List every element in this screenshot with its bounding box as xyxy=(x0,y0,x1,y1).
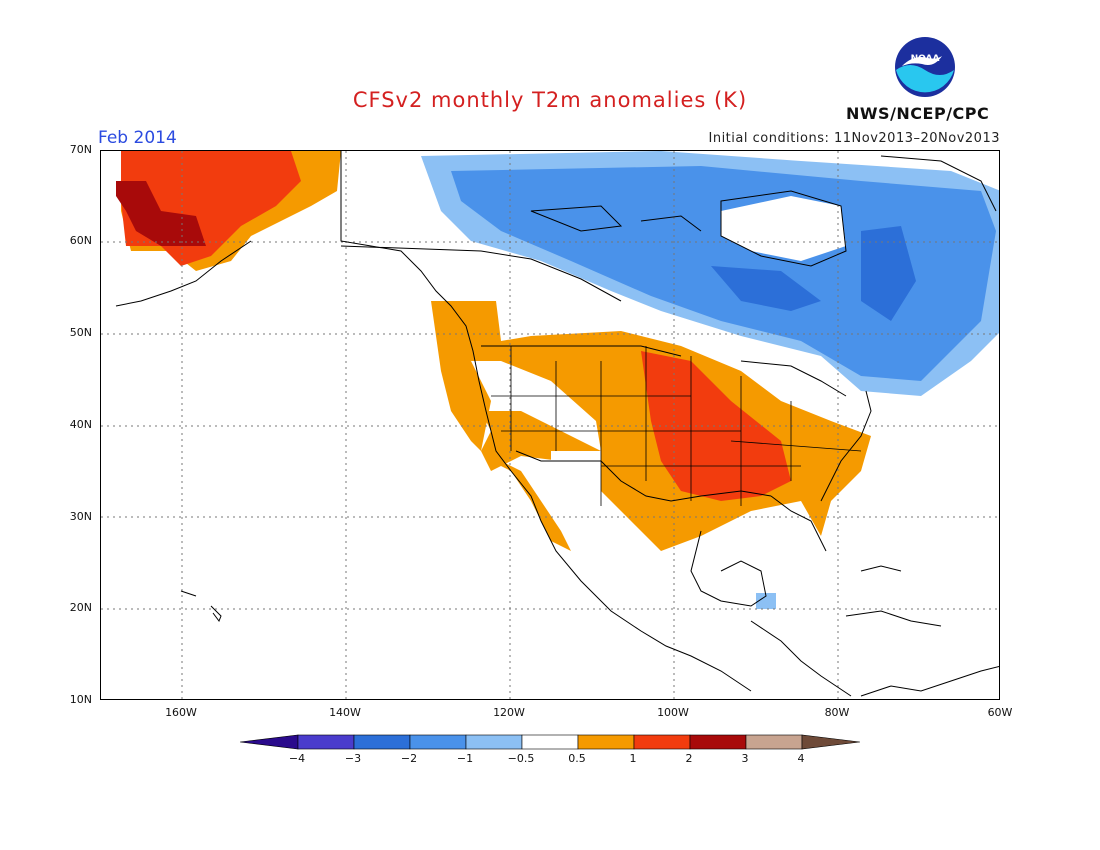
yucatan-cold-patch xyxy=(756,593,776,609)
hudson-bay-neutral xyxy=(721,196,846,261)
lon-label-160w: 160W xyxy=(165,706,197,719)
colorbar-label: 3 xyxy=(741,752,749,765)
colorbar-svg xyxy=(239,734,861,750)
lon-label-100w: 100W xyxy=(657,706,689,719)
lat-label-60n: 60N xyxy=(69,234,92,247)
colorbar-label: −3 xyxy=(344,752,362,765)
colorbar-label: 4 xyxy=(797,752,805,765)
colorbar-label: −4 xyxy=(288,752,306,765)
colorbar-right-arrow xyxy=(801,734,861,750)
initial-conditions-label: Initial conditions: 11Nov2013–20Nov2013 xyxy=(708,131,1000,146)
canada-strong-cold-region xyxy=(711,226,916,321)
graticule xyxy=(101,151,999,699)
colorbar-label: −2 xyxy=(400,752,418,765)
agency-label: NWS/NCEP/CPC xyxy=(846,104,990,123)
colorbar-label: −0.5 xyxy=(507,752,535,765)
lat-label-50n: 50N xyxy=(69,326,92,339)
colorbar-segment xyxy=(465,734,523,750)
colorbar-label: 0.5 xyxy=(568,752,586,765)
alaska-very-warm-region xyxy=(116,181,206,246)
colorbar-segment xyxy=(297,734,355,750)
lon-label-120w: 120W xyxy=(493,706,525,719)
anomaly-map xyxy=(100,150,1000,700)
colorbar-segment xyxy=(521,734,579,750)
lon-label-60w: 60W xyxy=(987,706,1013,719)
colorbar-label: −1 xyxy=(456,752,474,765)
coastlines xyxy=(115,151,999,697)
lat-label-10n: 10N xyxy=(69,693,92,706)
colorbar-label: 2 xyxy=(685,752,693,765)
colorbar-left-arrow xyxy=(239,734,299,750)
lat-label-30n: 30N xyxy=(69,510,92,523)
colorbar-label: 1 xyxy=(629,752,637,765)
colorbar-segment xyxy=(689,734,747,750)
noaa-logo: NOAA xyxy=(894,36,956,98)
colorbar-segment xyxy=(353,734,411,750)
map-title: CFSv2 monthly T2m anomalies (K) xyxy=(352,88,748,112)
lon-label-80w: 80W xyxy=(824,706,850,719)
colorbar-segment xyxy=(633,734,691,750)
colorbar-segment xyxy=(577,734,635,750)
lat-label-40n: 40N xyxy=(69,418,92,431)
southwest-neutral xyxy=(551,451,601,496)
us-strong-warm-region xyxy=(641,351,791,501)
lat-label-20n: 20N xyxy=(69,601,92,614)
forecast-month: Feb 2014 xyxy=(98,128,177,148)
colorbar xyxy=(239,734,861,754)
colorbar-segment xyxy=(409,734,467,750)
lon-label-140w: 140W xyxy=(329,706,361,719)
state-borders xyxy=(491,346,862,506)
colorbar-segment xyxy=(745,734,803,750)
svg-text:NOAA: NOAA xyxy=(911,54,940,64)
lat-label-70n: 70N xyxy=(69,143,92,156)
anomaly-map-svg xyxy=(101,151,999,699)
